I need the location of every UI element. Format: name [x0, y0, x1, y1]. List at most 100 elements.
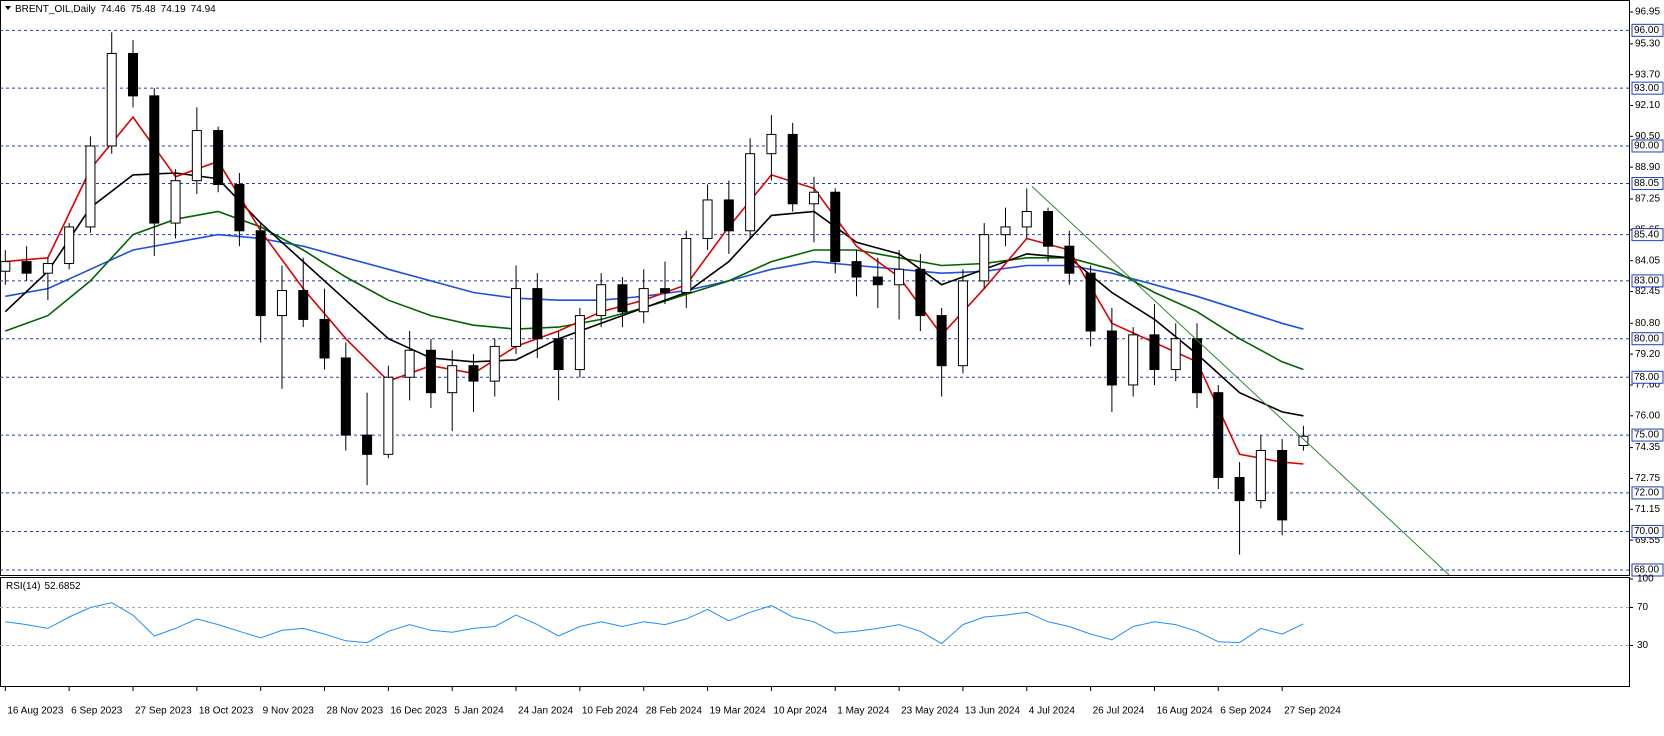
x-tick-label: 10 Feb 2024	[582, 706, 639, 717]
candle-body	[830, 191, 841, 263]
candle-body	[1213, 392, 1224, 478]
y-tick-label: 96.95	[1635, 7, 1660, 18]
level-label-box	[1631, 139, 1664, 153]
level-label-box	[1631, 524, 1664, 538]
level-label: 83.00	[1634, 276, 1659, 287]
candle-body	[553, 338, 564, 371]
candle-body	[319, 318, 330, 359]
level-label-box	[1631, 177, 1664, 191]
rsi-line	[5, 602, 1304, 645]
level-label-box	[1631, 428, 1664, 442]
candle-body	[638, 288, 649, 313]
x-tick-label: 19 Mar 2024	[710, 706, 767, 717]
candle-body	[1106, 330, 1117, 386]
candle-body	[425, 349, 436, 394]
y-tick-label: 92.10	[1635, 100, 1660, 111]
y-tick-label: 82.45	[1635, 286, 1660, 297]
x-tick-label: 18 Oct 2023	[199, 706, 254, 717]
candle-body	[532, 288, 543, 340]
level-label: 93.00	[1634, 83, 1659, 94]
level-label-box	[1631, 81, 1664, 95]
candle-body	[383, 376, 394, 455]
level-label: 70.00	[1634, 526, 1659, 537]
y-tick-label: 90.50	[1635, 131, 1660, 142]
candle-body	[894, 268, 905, 286]
candle-body	[660, 288, 671, 293]
level-label: 80.00	[1634, 333, 1659, 344]
candle-body	[808, 191, 819, 205]
x-tick-label: 16 Dec 2023	[390, 706, 447, 717]
candle-body	[596, 284, 607, 317]
candle-body	[1021, 211, 1032, 228]
x-tick-label: 23 May 2024	[901, 706, 959, 717]
level-label: 72.00	[1634, 488, 1659, 499]
level-label: 75.00	[1634, 430, 1659, 441]
x-tick-label: 9 Nov 2023	[263, 706, 315, 717]
low-value: 74.19	[161, 4, 186, 15]
candle-body	[298, 290, 309, 320]
candle-body	[0, 261, 11, 272]
candle-body	[468, 365, 479, 382]
candle-body	[681, 237, 692, 293]
level-label: 90.00	[1634, 141, 1659, 152]
level-label: 88.05	[1634, 178, 1659, 189]
candle-body	[936, 315, 947, 367]
candle-body	[21, 261, 32, 274]
y-tick-label: 80.80	[1635, 318, 1660, 329]
candle-body	[1170, 338, 1181, 371]
x-tick-label: 16 Aug 2024	[1156, 706, 1213, 717]
y-tick-label: 30	[1637, 640, 1649, 651]
x-tick-label: 16 Aug 2023	[7, 706, 64, 717]
candle-body	[745, 153, 756, 232]
y-tick-label: 76.00	[1635, 410, 1660, 421]
candle-body	[1043, 211, 1054, 247]
y-tick-label: 70	[1637, 602, 1649, 613]
level-label: 78.00	[1634, 372, 1659, 383]
level-label-box	[1631, 23, 1664, 37]
candle-body	[574, 315, 585, 371]
level-label-box	[1631, 563, 1664, 577]
level-label-box	[1631, 274, 1664, 288]
y-tick-label: 100	[1637, 574, 1654, 585]
candle-body	[915, 268, 926, 317]
candle-body	[1192, 338, 1203, 394]
x-tick-label: 10 Apr 2024	[773, 706, 827, 717]
candle-body	[979, 234, 990, 282]
rsi-header: RSI(14) 52.6852	[6, 581, 81, 592]
candle-body	[42, 263, 53, 274]
candle-body	[1298, 435, 1309, 446]
candle-body	[1128, 334, 1139, 386]
y-tick-label: 93.70	[1635, 69, 1660, 80]
candle-body	[1149, 334, 1160, 371]
candle-body	[1255, 449, 1266, 502]
candle-body	[276, 290, 287, 317]
x-tick-label: 27 Sep 2024	[1284, 706, 1341, 717]
y-tick-label: 84.05	[1635, 255, 1660, 266]
x-tick-label: 28 Nov 2023	[327, 706, 384, 717]
collapse-arrow	[5, 6, 11, 10]
x-tick-label: 28 Feb 2024	[646, 706, 703, 717]
candle-body	[872, 276, 883, 286]
level-label-box	[1631, 370, 1664, 384]
candle-body	[489, 345, 500, 382]
level-label-box	[1631, 486, 1664, 500]
x-tick-label: 6 Sep 2024	[1220, 706, 1272, 717]
candle-body	[149, 95, 160, 224]
y-tick-label: 88.90	[1635, 162, 1660, 173]
rsi-panel-frame	[0, 577, 1630, 687]
level-label-box	[1631, 332, 1664, 346]
x-tick-label: 26 Jul 2024	[1093, 706, 1145, 717]
candle-body	[1234, 476, 1245, 502]
level-label-box	[1631, 228, 1664, 242]
candle-body	[234, 184, 245, 232]
x-tick-label: 4 Jul 2024	[1029, 706, 1076, 717]
candle-body	[64, 226, 75, 265]
y-tick-label: 77.60	[1635, 380, 1660, 391]
open-value: 74.46	[101, 4, 126, 15]
trend-line	[1031, 186, 1450, 576]
candle-body	[1277, 449, 1288, 521]
candle-body	[511, 288, 522, 347]
y-tick-label: 87.25	[1635, 194, 1660, 205]
